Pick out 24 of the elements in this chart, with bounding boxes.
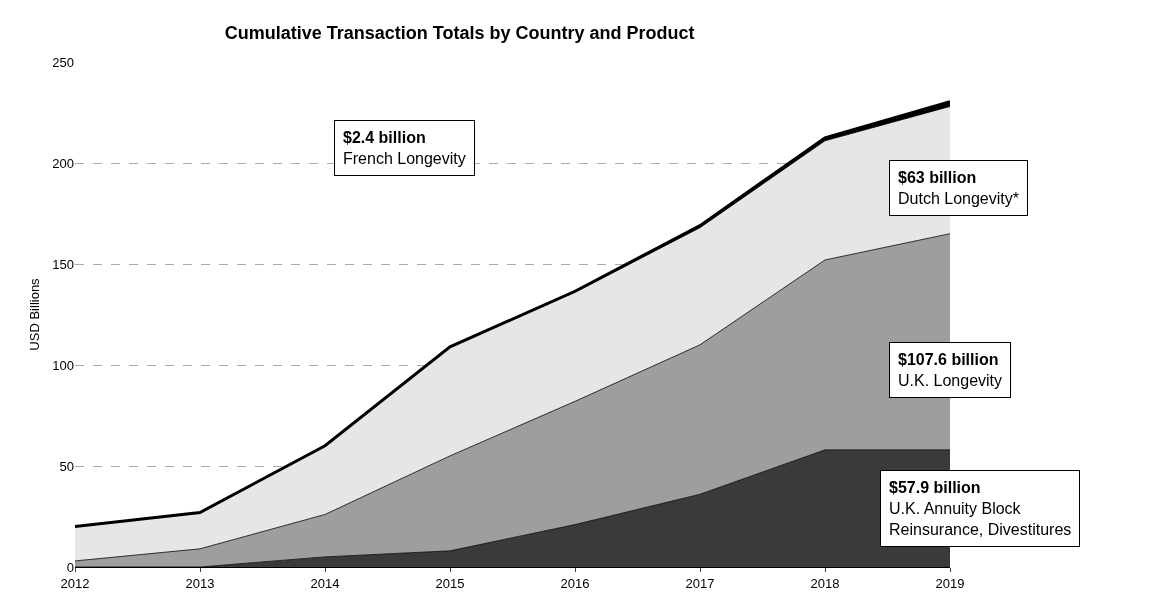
series-label: Dutch Longevity* <box>898 189 1019 207</box>
x-tick-label: 2015 <box>435 575 465 591</box>
y-tick-label: 200 <box>52 155 74 171</box>
x-tick-label: 2018 <box>810 575 840 591</box>
annotation: $2.4 billion <box>343 129 426 146</box>
annotation: $107.6 billion <box>898 351 999 368</box>
y-tick-label: 100 <box>52 357 74 373</box>
y-tick-label: 50 <box>59 458 74 474</box>
x-tick-label: 2014 <box>310 575 340 591</box>
series-label: U.K. Annuity Block Reinsurance, Divestitures <box>889 499 1072 538</box>
series-label: U.K. Longevity <box>898 371 1003 389</box>
x-tick-label: 2013 <box>185 575 215 591</box>
x-tick-label: 2016 <box>560 575 590 591</box>
y-axis-title: USD Billions <box>27 277 42 351</box>
x-tick-label: 2017 <box>685 575 715 591</box>
annotation: $57.9 billion <box>889 479 981 496</box>
y-tick-label: 250 <box>52 54 74 70</box>
y-tick-label: 150 <box>52 256 74 272</box>
y-tick-label: 0 <box>66 559 74 575</box>
annotation: $63 billion <box>898 169 977 186</box>
x-tick-label: 2012 <box>60 575 90 591</box>
chart-title: Cumulative Transaction Totals by Country and Product <box>224 23 695 44</box>
text: French Longevity <box>343 149 466 167</box>
x-tick-label: 2019 <box>935 575 965 591</box>
